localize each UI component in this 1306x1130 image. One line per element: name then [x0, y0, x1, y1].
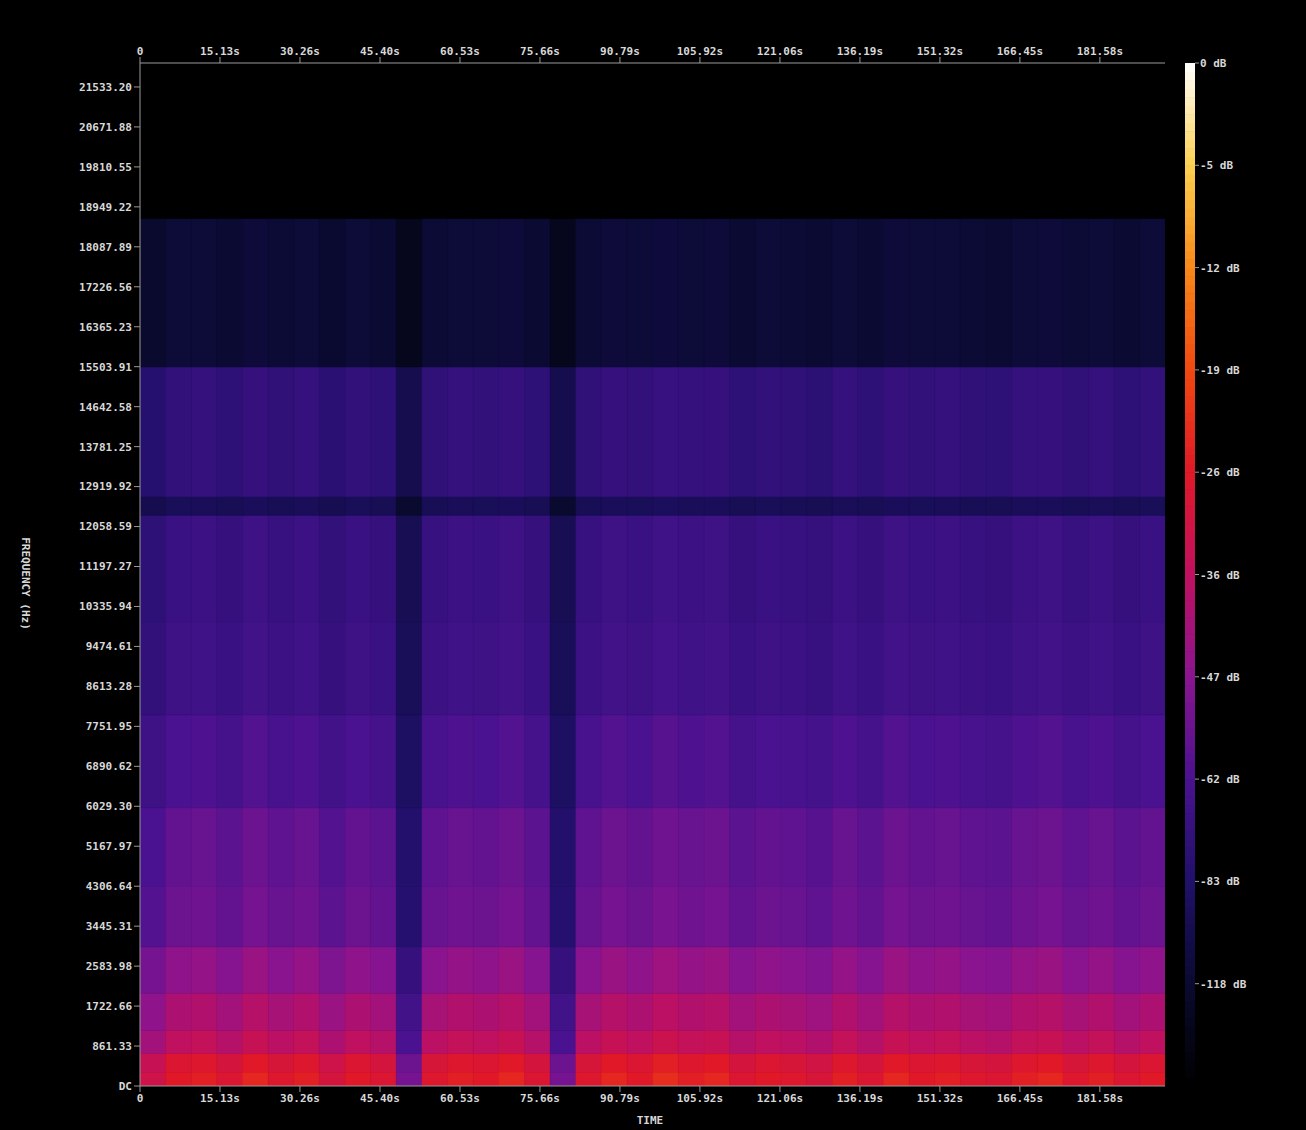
svg-text:4306.64: 4306.64 — [86, 880, 133, 893]
svg-text:11197.27: 11197.27 — [79, 560, 132, 573]
svg-text:21533.20: 21533.20 — [79, 81, 132, 94]
svg-text:18949.22: 18949.22 — [79, 201, 132, 214]
svg-text:-26 dB: -26 dB — [1200, 466, 1240, 479]
svg-text:17226.56: 17226.56 — [79, 281, 132, 294]
svg-text:14642.58: 14642.58 — [79, 401, 132, 414]
svg-text:-62 dB: -62 dB — [1200, 773, 1240, 786]
svg-text:181.58s: 181.58s — [1077, 45, 1123, 58]
svg-text:-5 dB: -5 dB — [1200, 159, 1233, 172]
svg-text:1722.66: 1722.66 — [86, 1000, 133, 1013]
svg-text:2583.98: 2583.98 — [86, 960, 132, 973]
svg-text:9474.61: 9474.61 — [86, 640, 133, 653]
svg-text:166.45s: 166.45s — [997, 45, 1043, 58]
svg-text:105.92s: 105.92s — [677, 1092, 723, 1105]
svg-text:75.66s: 75.66s — [520, 45, 560, 58]
svg-text:136.19s: 136.19s — [837, 45, 883, 58]
svg-text:60.53s: 60.53s — [440, 45, 480, 58]
svg-text:5167.97: 5167.97 — [86, 840, 132, 853]
svg-text:30.26s: 30.26s — [280, 1092, 320, 1105]
svg-text:8613.28: 8613.28 — [86, 680, 132, 693]
svg-text:151.32s: 151.32s — [917, 1092, 963, 1105]
svg-text:45.40s: 45.40s — [360, 1092, 400, 1105]
svg-text:-118 dB: -118 dB — [1200, 978, 1247, 991]
svg-text:0: 0 — [137, 1092, 144, 1105]
svg-text:12058.59: 12058.59 — [79, 520, 132, 533]
svg-text:6890.62: 6890.62 — [86, 760, 132, 773]
svg-text:10335.94: 10335.94 — [79, 600, 132, 613]
svg-text:121.06s: 121.06s — [757, 45, 803, 58]
svg-text:30.26s: 30.26s — [280, 45, 320, 58]
svg-text:105.92s: 105.92s — [677, 45, 723, 58]
svg-text:861.33: 861.33 — [92, 1040, 132, 1053]
svg-text:7751.95: 7751.95 — [86, 720, 132, 733]
svg-text:3445.31: 3445.31 — [86, 920, 133, 933]
html-text:TIME: TIME — [636, 1114, 664, 1127]
svg-text:-83 dB: -83 dB — [1200, 875, 1240, 888]
svg-text:6029.30: 6029.30 — [86, 800, 132, 813]
html-text:FREQUENCY (Hz): FREQUENCY (Hz) — [18, 537, 32, 630]
svg-text:-19 dB: -19 dB — [1200, 364, 1240, 377]
svg-text:-36 dB: -36 dB — [1200, 569, 1240, 582]
svg-text:0: 0 — [137, 45, 144, 58]
svg-text:60.53s: 60.53s — [440, 1092, 480, 1105]
svg-text:90.79s: 90.79s — [600, 1092, 640, 1105]
svg-text:151.32s: 151.32s — [917, 45, 963, 58]
svg-text:18087.89: 18087.89 — [79, 241, 132, 254]
svg-text:45.40s: 45.40s — [360, 45, 400, 58]
svg-text:12919.92: 12919.92 — [79, 480, 132, 493]
svg-text:75.66s: 75.66s — [520, 1092, 560, 1105]
svg-text:-47 dB: -47 dB — [1200, 671, 1240, 684]
svg-text:15.13s: 15.13s — [200, 1092, 240, 1105]
svg-text:16365.23: 16365.23 — [79, 321, 132, 334]
svg-text:13781.25: 13781.25 — [79, 441, 132, 454]
svg-text:121.06s: 121.06s — [757, 1092, 803, 1105]
svg-text:DC: DC — [119, 1080, 132, 1093]
svg-text:15.13s: 15.13s — [200, 45, 240, 58]
svg-text:20671.88: 20671.88 — [79, 121, 132, 134]
svg-text:-12 dB: -12 dB — [1200, 262, 1240, 275]
svg-text:136.19s: 136.19s — [837, 1092, 883, 1105]
svg-text:15503.91: 15503.91 — [79, 361, 132, 374]
svg-text:19810.55: 19810.55 — [79, 161, 132, 174]
svg-text:90.79s: 90.79s — [600, 45, 640, 58]
svg-text:166.45s: 166.45s — [997, 1092, 1043, 1105]
svg-text:0 dB: 0 dB — [1200, 57, 1227, 70]
svg-text:181.58s: 181.58s — [1077, 1092, 1123, 1105]
